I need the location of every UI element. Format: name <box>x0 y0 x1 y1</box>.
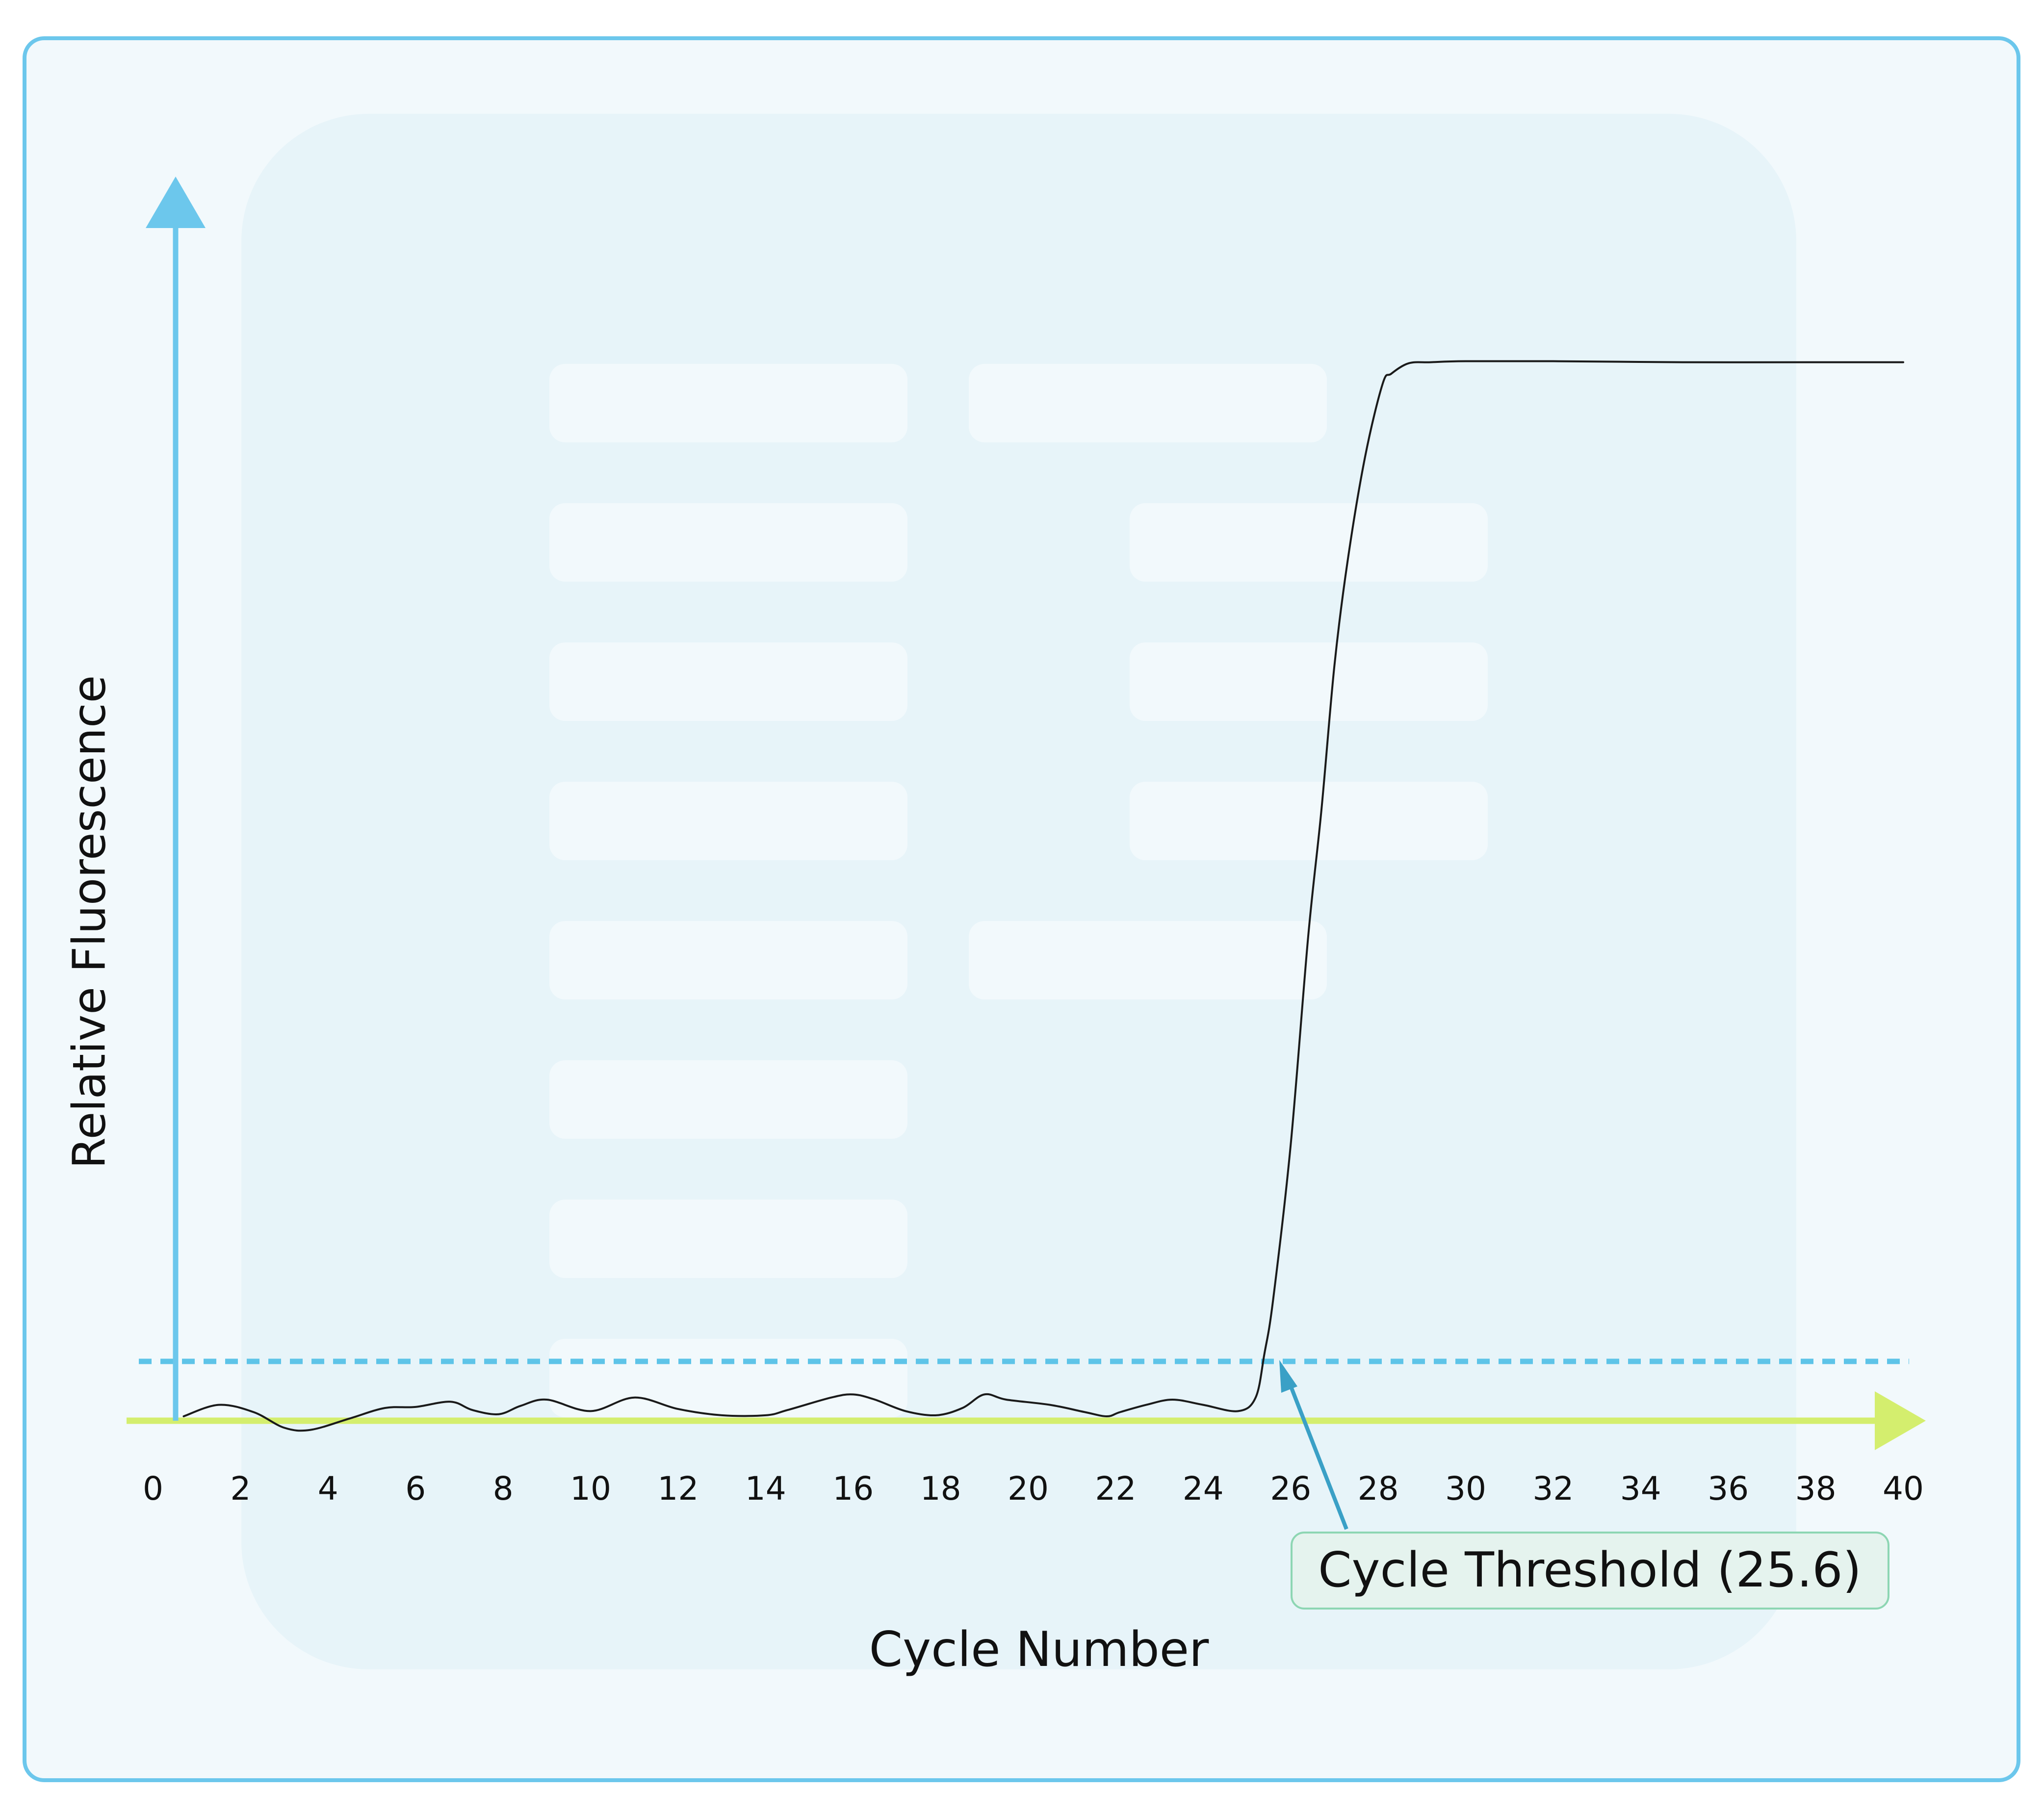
x-axis-title: Cycle Number <box>869 1622 1209 1678</box>
x-tick-label: 14 <box>745 1470 786 1508</box>
x-tick-label: 6 <box>405 1470 426 1508</box>
x-tick-label: 32 <box>1532 1470 1574 1508</box>
decor-block <box>549 921 907 999</box>
x-tick-label: 0 <box>143 1470 163 1508</box>
y-axis-arrowhead <box>146 177 206 228</box>
decor-block <box>1130 642 1488 721</box>
y-axis-title: Relative Fluorescence <box>63 675 115 1169</box>
x-tick-label: 26 <box>1270 1470 1311 1508</box>
annotation-pointer <box>1289 1386 1348 1530</box>
annotation-label: Cycle Threshold (25.6) <box>1318 1542 1862 1598</box>
x-tick-label: 16 <box>832 1470 874 1508</box>
decor-block <box>549 1200 907 1278</box>
decor-block <box>1130 782 1488 860</box>
x-tick-label: 2 <box>230 1470 251 1508</box>
decor-block <box>549 1339 907 1417</box>
decor-block <box>549 503 907 582</box>
x-tick-label: 20 <box>1008 1470 1049 1508</box>
decor-block <box>549 642 907 721</box>
decor-block <box>549 364 907 442</box>
background-panel <box>241 114 1796 1669</box>
x-tick-label: 4 <box>318 1470 338 1508</box>
decor-block <box>1130 503 1488 582</box>
x-tick-label: 34 <box>1620 1470 1661 1508</box>
amplification-curve <box>182 360 1904 1432</box>
x-tick-label: 28 <box>1358 1470 1399 1508</box>
decor-block <box>969 921 1327 999</box>
x-tick-label: 10 <box>570 1470 611 1508</box>
x-tick-label: 22 <box>1095 1470 1136 1508</box>
x-tick-label: 38 <box>1795 1470 1837 1508</box>
x-tick-label: 30 <box>1445 1470 1486 1508</box>
x-tick-labels: 0 2 4 6 8 10 12 14 16 18 20 22 24 26 28 30 32 34 36 38 40 <box>143 1470 1924 1508</box>
background-decoration <box>549 364 1488 1417</box>
annotation-pointer-arrowhead <box>1279 1360 1297 1393</box>
x-tick-label: 8 <box>493 1470 514 1508</box>
annotation-box <box>1291 1532 1889 1610</box>
x-tick-label: 36 <box>1708 1470 1749 1508</box>
decor-block <box>549 782 907 860</box>
x-tick-label: 18 <box>920 1470 961 1508</box>
x-tick-label: 12 <box>657 1470 699 1508</box>
x-axis-arrowhead <box>1875 1391 1926 1450</box>
x-tick-label: 24 <box>1183 1470 1224 1508</box>
decor-block <box>549 1060 907 1139</box>
x-tick-label: 40 <box>1883 1470 1924 1508</box>
decor-block <box>969 364 1327 442</box>
